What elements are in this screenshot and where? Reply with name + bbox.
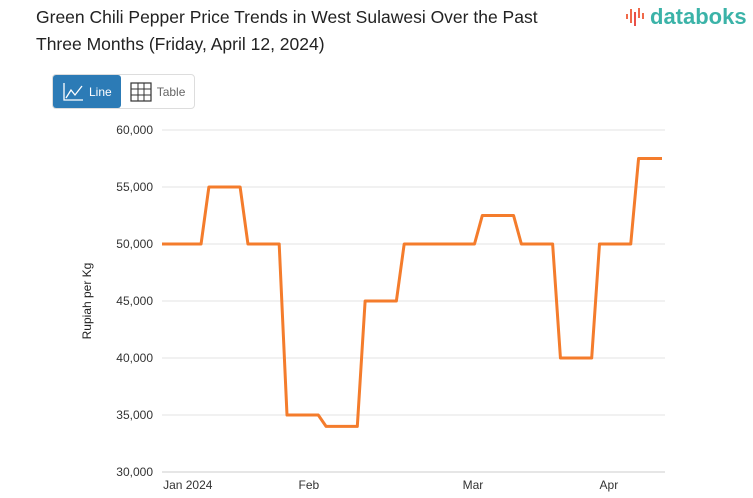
table-view-button[interactable]: Table — [121, 75, 195, 108]
line-label: Line — [89, 84, 112, 99]
x-tick-label: Jan 2024 — [163, 478, 213, 492]
logo-bars-icon — [626, 8, 644, 26]
y-tick-label: 50,000 — [116, 237, 153, 251]
x-tick-label: Feb — [299, 478, 320, 492]
chart-title: Green Chili Pepper Price Trends in West … — [36, 7, 538, 54]
table-label: Table — [156, 84, 186, 99]
databoks-logo: databoks — [625, 4, 747, 30]
y-axis-label: Rupiah per Kg — [80, 263, 94, 340]
table-grid-icon — [130, 81, 152, 102]
y-tick-label: 35,000 — [116, 408, 153, 422]
y-tick-label: 40,000 — [116, 351, 153, 365]
logo-text: databoks — [650, 4, 747, 29]
x-tick-label: Apr — [600, 478, 619, 492]
line-view-button[interactable]: Line — [53, 75, 121, 108]
y-tick-label: 45,000 — [116, 294, 153, 308]
x-tick-label: Mar — [463, 478, 484, 492]
line-chart-icon — [63, 82, 83, 101]
y-tick-label: 60,000 — [116, 123, 153, 137]
series-line — [162, 157, 662, 428]
y-tick-label: 55,000 — [116, 180, 153, 194]
view-toggle: Line Table — [52, 74, 196, 109]
y-tick-label: 30,000 — [116, 465, 153, 479]
